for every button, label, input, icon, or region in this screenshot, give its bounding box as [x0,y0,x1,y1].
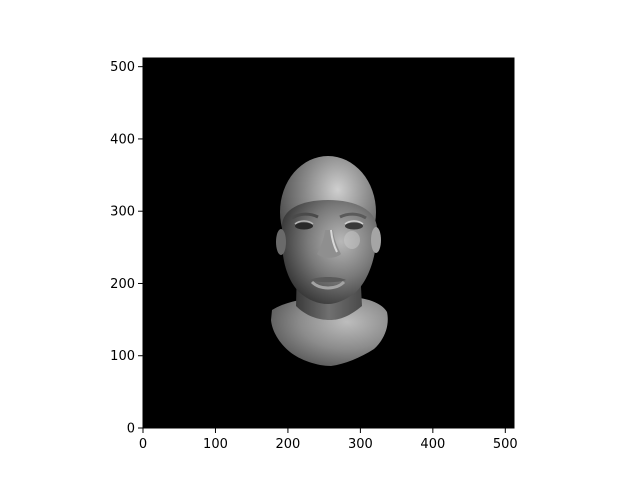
cheek-highlight [344,231,360,249]
y-tick-label: 100 [110,349,135,364]
y-tick-label: 500 [110,60,135,75]
x-tick-label: 500 [493,437,518,452]
left-brow-shape [291,212,319,220]
y-tick-label: 400 [110,132,135,147]
head-render-image [271,156,388,366]
x-tick-label: 200 [276,437,301,452]
plot-frame [142,57,515,429]
left-eye-shape [295,222,313,230]
nose-shape [317,230,341,258]
x-tick-label: 100 [203,437,228,452]
nose-bridge-highlight [330,229,338,253]
x-tick-label: 300 [348,437,373,452]
left-eyelid-highlight [294,220,314,225]
shoulders-shape [271,298,388,366]
y-tick-label: 300 [110,205,135,220]
right-brow-shape [339,212,367,220]
x-tick-label: 400 [420,437,445,452]
x-tick-label: 0 [139,437,147,452]
right-eyelid-highlight [344,220,364,225]
left-ear-shape [276,229,286,255]
upper-lip-shape [310,277,346,283]
y-tick-label: 0 [127,422,135,437]
y-axis: 0 100 200 300 400 500 [110,60,143,437]
right-eye-shape [345,222,363,230]
right-ear-shape [371,227,381,253]
y-tick-label: 200 [110,277,135,292]
x-axis: 0 100 200 300 400 500 [139,428,518,452]
lower-lip-shape [310,280,346,290]
